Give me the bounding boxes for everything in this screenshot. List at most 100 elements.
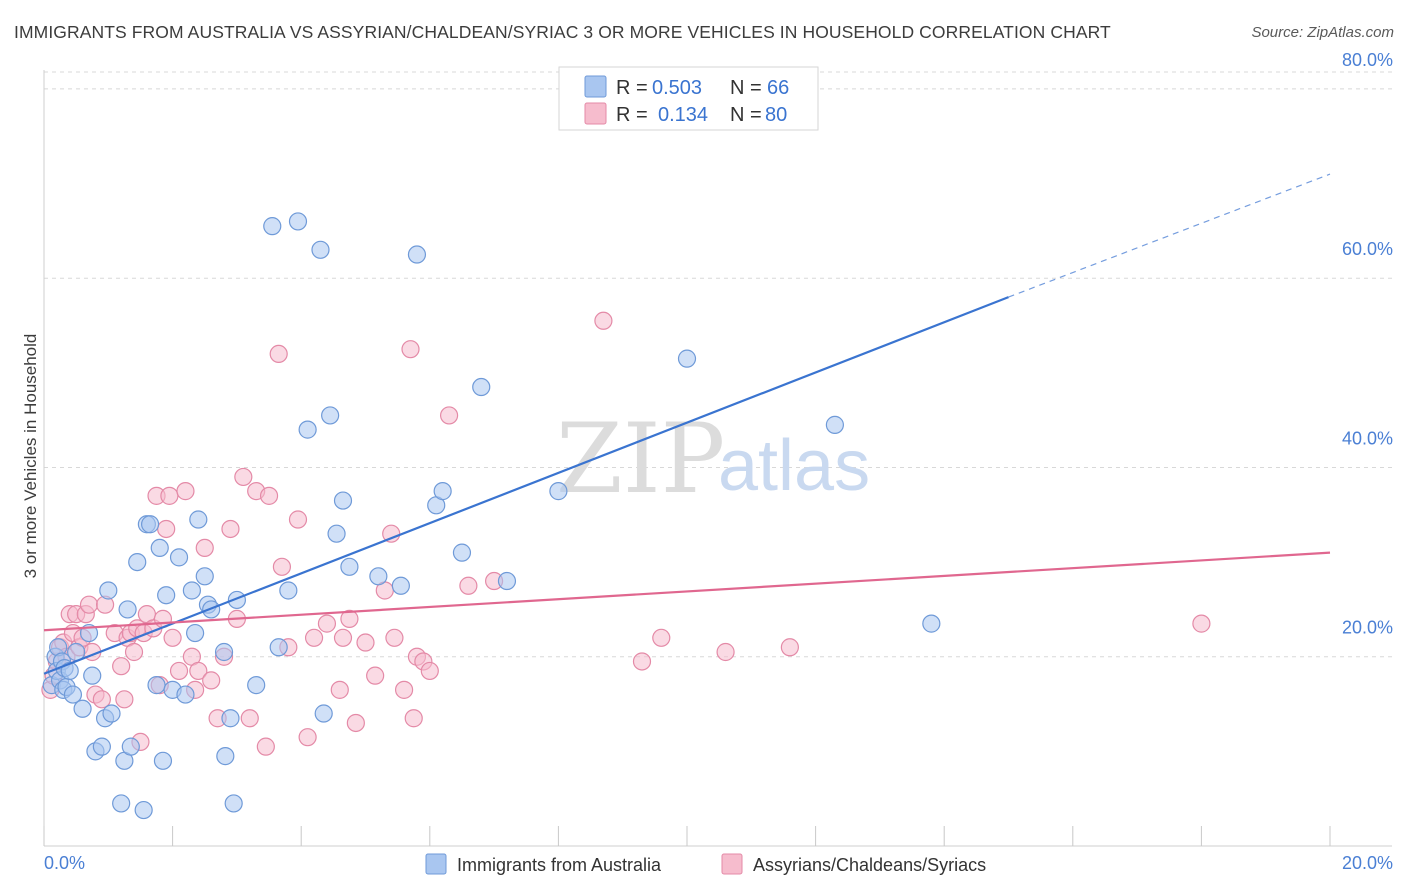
- legend-n-label-pink: N =: [730, 104, 762, 126]
- pink-point-57: [330, 680, 349, 699]
- blue-point-37: [189, 510, 208, 529]
- bottom-legend: Immigrants from Australia Assyrians/Chal…: [425, 853, 986, 875]
- pink-point-61: [356, 633, 375, 652]
- pink-point-58: [333, 628, 353, 647]
- pink-point-78: [716, 642, 735, 662]
- trend-line-blue: [43, 296, 1009, 675]
- pink-point-72: [439, 406, 459, 425]
- legend-r-value-pink: 0.134: [658, 104, 708, 126]
- blue-point-41: [214, 642, 234, 662]
- pink-point-46: [240, 709, 259, 728]
- y-tick-label-3: 80.0%: [1342, 50, 1393, 70]
- y-axis-label: 3 or more Vehicles in Household: [21, 334, 40, 579]
- blue-point-44: [224, 794, 243, 813]
- pink-point-18: [112, 657, 131, 676]
- bottom-legend-swatch-blue: [425, 853, 447, 875]
- pink-point-43: [221, 519, 240, 539]
- watermark-zip: ZIP: [556, 403, 725, 515]
- gridlines: [44, 71, 1392, 658]
- blue-point-27: [140, 515, 160, 534]
- legend-n-value-pink: 80: [765, 104, 787, 126]
- blue-point-33: [169, 548, 189, 567]
- legend-swatch-blue: [584, 75, 607, 98]
- blue-point-55: [327, 524, 346, 543]
- y-tick-label-1: 40.0%: [1342, 428, 1393, 448]
- bottom-legend-label-blue: Immigrants from Australia: [457, 855, 662, 875]
- blue-point-51: [298, 420, 317, 439]
- pink-point-31: [157, 519, 176, 539]
- pink-point-65: [385, 628, 404, 647]
- blue-point-30: [153, 751, 173, 770]
- blue-point-29: [150, 538, 169, 558]
- legend-r-label-pink: R =: [616, 104, 648, 126]
- legend-n-label-blue: N =: [730, 77, 762, 99]
- pink-point-48: [256, 737, 275, 756]
- blue-point-19: [102, 704, 121, 723]
- pink-point-45: [234, 467, 253, 487]
- pink-point-75: [594, 311, 613, 330]
- pink-point-35: [176, 482, 195, 501]
- pink-point-76: [632, 652, 652, 671]
- pink-point-56: [317, 614, 337, 633]
- blue-point-42: [216, 746, 235, 766]
- pink-point-51: [272, 557, 292, 576]
- blue-point-65: [497, 571, 517, 591]
- blue-point-31: [157, 586, 176, 605]
- pink-point-60: [346, 713, 365, 733]
- x-tick-labels: 0.0% 20.0%: [44, 853, 1393, 873]
- pink-point-33: [163, 628, 182, 647]
- source-note: Source: ZipAtlas.com: [1251, 24, 1394, 41]
- pink-point-71: [420, 661, 439, 681]
- blue-point-16: [92, 737, 111, 756]
- blue-point-68: [825, 415, 844, 434]
- blue-point-47: [263, 217, 282, 236]
- blue-point-52: [311, 240, 330, 259]
- blue-point-9: [60, 661, 79, 681]
- watermark-atlas: atlas: [718, 426, 870, 506]
- pink-point-12: [79, 595, 99, 614]
- blue-point-69: [922, 614, 941, 633]
- blue-point-12: [73, 699, 92, 718]
- pink-point-22: [124, 642, 144, 662]
- blue-point-25: [134, 800, 153, 820]
- blue-point-43: [221, 709, 240, 728]
- blue-point-23: [121, 737, 140, 756]
- x-tick-label-0: 0.0%: [44, 853, 85, 873]
- blue-point-18: [99, 581, 118, 600]
- blue-point-28: [147, 676, 166, 695]
- pink-point-80: [1192, 614, 1211, 633]
- pink-point-55: [304, 628, 324, 647]
- x-ticks: [43, 826, 1331, 846]
- blue-point-38: [195, 567, 214, 586]
- blue-point-49: [279, 581, 298, 600]
- blue-point-56: [333, 491, 353, 510]
- blue-point-34: [176, 685, 195, 704]
- blue-point-22: [118, 600, 137, 619]
- legend-n-value-blue: 66: [767, 77, 789, 99]
- blue-point-57: [340, 557, 359, 576]
- blue-point-14: [83, 666, 102, 685]
- legend-r-value-blue: 0.503: [652, 77, 702, 99]
- blue-point-59: [391, 576, 410, 595]
- legend-box: R = 0.503 N = 66 R = 0.134 N = 80: [558, 66, 819, 131]
- pink-point-49: [259, 486, 279, 505]
- pink-point-62: [366, 666, 385, 685]
- pink-point-67: [401, 340, 420, 359]
- pink-point-34: [169, 661, 189, 681]
- pink-point-68: [404, 709, 423, 728]
- blue-point-48: [269, 638, 288, 657]
- blue-point-10: [63, 685, 83, 704]
- blue-point-67: [677, 349, 697, 368]
- trend-lines: [43, 173, 1331, 675]
- blue-point-24: [128, 552, 147, 572]
- pink-point-38: [189, 661, 208, 681]
- blue-point-35: [182, 581, 201, 600]
- pink-point-54: [298, 728, 317, 747]
- pink-point-53: [288, 510, 308, 529]
- trend-line-blue-extension: [1008, 173, 1331, 298]
- pink-point-15: [92, 690, 111, 709]
- blue-point-63: [452, 543, 472, 562]
- pink-point-39: [195, 538, 214, 558]
- blue-point-60: [407, 245, 427, 264]
